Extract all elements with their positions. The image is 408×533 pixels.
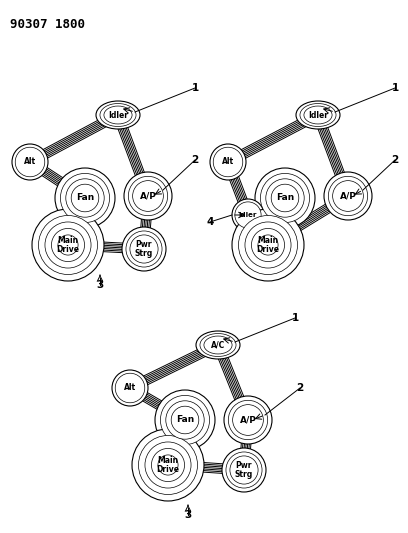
Text: 2: 2 [391, 155, 399, 165]
Ellipse shape [333, 181, 364, 212]
Ellipse shape [296, 101, 340, 129]
Ellipse shape [171, 406, 199, 434]
Ellipse shape [96, 101, 140, 129]
Ellipse shape [228, 400, 268, 440]
Text: Idler: Idler [308, 110, 328, 119]
Text: 3: 3 [96, 280, 104, 290]
Text: Pwr
Strg: Pwr Strg [235, 461, 253, 479]
Ellipse shape [104, 106, 132, 124]
Ellipse shape [235, 202, 261, 228]
Ellipse shape [328, 176, 368, 216]
Text: Fan: Fan [176, 416, 194, 424]
Text: 3: 3 [184, 510, 192, 520]
Text: Alt: Alt [124, 384, 136, 392]
Ellipse shape [226, 452, 262, 488]
Ellipse shape [115, 373, 145, 403]
Text: Alt: Alt [222, 157, 234, 166]
Ellipse shape [15, 147, 45, 177]
Ellipse shape [71, 184, 99, 212]
Ellipse shape [232, 209, 304, 281]
Ellipse shape [224, 396, 272, 444]
Text: A/P: A/P [339, 191, 357, 200]
Text: 1: 1 [191, 83, 199, 93]
Ellipse shape [210, 144, 246, 180]
Ellipse shape [12, 144, 48, 180]
Ellipse shape [112, 370, 148, 406]
Text: 90307 1800: 90307 1800 [10, 18, 85, 31]
Ellipse shape [245, 222, 291, 268]
Text: 4: 4 [206, 217, 214, 227]
Ellipse shape [258, 235, 278, 255]
Ellipse shape [200, 334, 236, 357]
Ellipse shape [133, 181, 163, 212]
Ellipse shape [160, 395, 210, 445]
Ellipse shape [271, 184, 299, 212]
Text: A/C: A/C [211, 341, 225, 350]
Text: Alt: Alt [24, 157, 36, 166]
Text: Fan: Fan [276, 193, 294, 203]
Ellipse shape [130, 235, 158, 263]
Ellipse shape [66, 179, 104, 217]
Ellipse shape [204, 336, 232, 354]
Ellipse shape [151, 448, 184, 481]
Ellipse shape [213, 147, 243, 177]
Ellipse shape [255, 168, 315, 228]
Ellipse shape [145, 442, 191, 488]
Text: Idler: Idler [239, 212, 257, 218]
Text: Main
Drive: Main Drive [56, 236, 80, 254]
Ellipse shape [260, 173, 310, 223]
Ellipse shape [166, 401, 204, 439]
Ellipse shape [45, 222, 91, 268]
Text: 2: 2 [296, 383, 304, 393]
Ellipse shape [158, 455, 178, 475]
Ellipse shape [60, 173, 110, 223]
Ellipse shape [196, 331, 240, 359]
Text: 2: 2 [191, 155, 199, 165]
Ellipse shape [266, 179, 304, 217]
Text: Idler: Idler [108, 110, 128, 119]
Ellipse shape [122, 227, 166, 271]
Ellipse shape [324, 172, 372, 220]
Text: Main
Drive: Main Drive [157, 456, 180, 474]
Ellipse shape [304, 106, 332, 124]
Ellipse shape [58, 235, 78, 255]
Ellipse shape [38, 215, 98, 274]
Ellipse shape [124, 172, 172, 220]
Ellipse shape [129, 176, 168, 216]
Ellipse shape [300, 103, 336, 126]
Ellipse shape [132, 429, 204, 501]
Ellipse shape [51, 229, 84, 262]
Ellipse shape [55, 168, 115, 228]
Ellipse shape [100, 103, 136, 126]
Ellipse shape [251, 229, 284, 262]
Text: A/P: A/P [140, 191, 156, 200]
Ellipse shape [222, 448, 266, 492]
Ellipse shape [230, 456, 258, 484]
Text: Pwr
Strg: Pwr Strg [135, 240, 153, 259]
Ellipse shape [138, 435, 197, 495]
Ellipse shape [32, 209, 104, 281]
Ellipse shape [233, 405, 263, 435]
Ellipse shape [155, 390, 215, 450]
Ellipse shape [232, 199, 264, 231]
Text: 1: 1 [291, 313, 299, 323]
Text: A/P: A/P [239, 416, 257, 424]
Ellipse shape [126, 231, 162, 267]
Text: 1: 1 [391, 83, 399, 93]
Text: Fan: Fan [76, 193, 94, 203]
Ellipse shape [239, 215, 297, 274]
Text: Main
Drive: Main Drive [257, 236, 279, 254]
